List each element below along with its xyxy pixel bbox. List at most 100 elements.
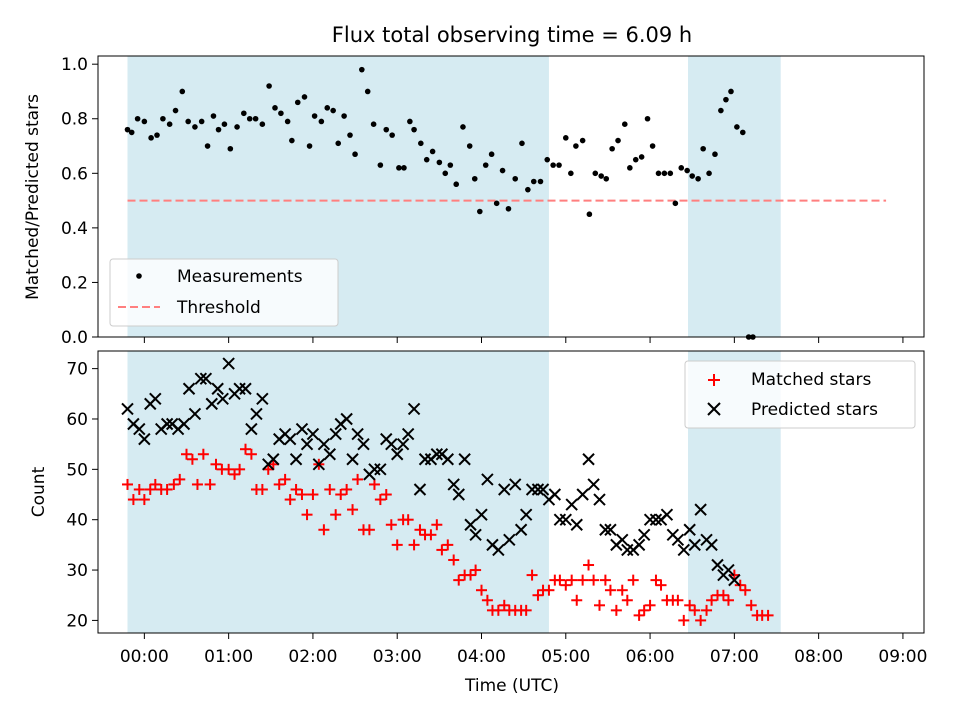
- y-tick-label: 60: [66, 410, 88, 430]
- matched-stars-point: [431, 519, 443, 531]
- predicted-stars-point: [519, 508, 533, 521]
- measurement-point: [301, 94, 308, 100]
- measurement-point: [499, 167, 506, 174]
- measurement-point: [347, 132, 353, 138]
- matched-stars-point: [448, 554, 460, 566]
- matched-stars-point: [604, 584, 616, 596]
- matched-stars-point: [307, 489, 319, 501]
- y-tick-label: 40: [66, 511, 88, 531]
- predicted-stars-point: [351, 427, 364, 441]
- matched-stars-point: [335, 489, 347, 501]
- measurement-point: [442, 170, 449, 177]
- predicted-stars-point: [531, 483, 545, 496]
- predicted-stars-point: [340, 412, 353, 426]
- matched-stars-point: [301, 509, 313, 521]
- predicted-stars-point: [317, 437, 331, 451]
- matched-stars-point: [133, 483, 145, 495]
- predicted-stars-point: [149, 392, 162, 406]
- matched-stars-point: [644, 599, 656, 611]
- predicted-stars-point: [582, 453, 595, 466]
- matched-stars-point: [706, 594, 718, 606]
- predicted-stars-point: [233, 382, 246, 395]
- predicted-stars-point: [312, 458, 326, 471]
- predicted-stars-point: [295, 422, 309, 436]
- matched-stars-point: [566, 574, 578, 586]
- matched-stars-point: [678, 614, 690, 626]
- predicted-stars-point: [430, 448, 444, 461]
- predicted-stars-point: [683, 523, 696, 536]
- measurement-point: [204, 143, 211, 149]
- measurement-point: [556, 162, 562, 168]
- measurement-point: [160, 115, 166, 122]
- matched-stars-point: [380, 489, 392, 501]
- predicted-stars-point: [492, 543, 505, 557]
- bottom-panel: 20 30 40 50 60 70 Count Matched stars Predict…: [29, 350, 925, 639]
- measurement-point: [525, 186, 531, 193]
- measurement-point: [700, 145, 706, 152]
- measurement-point: [259, 121, 266, 128]
- predicted-stars-point: [441, 453, 454, 466]
- measurement-point: [493, 200, 500, 207]
- matched-stars-point: [181, 448, 192, 460]
- measurement-point: [453, 181, 460, 188]
- measurement-point: [519, 140, 525, 147]
- matched-stars-point: [352, 473, 364, 485]
- measurement-point: [712, 151, 718, 158]
- measurement-point: [311, 113, 318, 119]
- predicted-stars-point: [385, 437, 398, 451]
- predicted-stars-point: [267, 453, 280, 466]
- measurement-point: [460, 124, 466, 130]
- matched-stars-point: [402, 514, 414, 526]
- matched-stars-point: [144, 483, 156, 495]
- matched-stars-point: [560, 579, 572, 591]
- predicted-stars-point: [194, 372, 208, 385]
- predicted-stars-point: [205, 397, 218, 411]
- matched-stars-point: [610, 604, 622, 616]
- measurement-point: [141, 118, 148, 125]
- y-tick-label: 0.6: [61, 164, 88, 184]
- top-axes-frame: [97, 55, 925, 338]
- measurement-point: [148, 135, 154, 141]
- x-tick-label: 00:00: [120, 647, 169, 667]
- matched-stars-point: [453, 574, 465, 586]
- measurement-point: [615, 137, 621, 144]
- predicted-stars-point: [728, 573, 741, 587]
- matched-stars-point: [476, 584, 487, 596]
- predicted-stars-point: [256, 392, 269, 406]
- measurement-point: [383, 126, 390, 133]
- predicted-stars-point: [509, 478, 522, 491]
- matched-stars-point: [583, 559, 595, 571]
- measurement-point: [609, 145, 615, 152]
- matched-stars-point: [197, 448, 209, 460]
- measurement-point: [341, 113, 347, 119]
- legend-matched-marker: [708, 374, 720, 386]
- matched-stars-point: [290, 483, 302, 495]
- matched-stars-point: [374, 494, 386, 506]
- predicted-stars-point: [413, 483, 427, 496]
- matched-stars-point: [168, 478, 180, 490]
- matched-stars-point: [655, 579, 667, 591]
- measurement-point: [272, 105, 278, 111]
- matched-stars-point: [492, 604, 504, 616]
- predicted-stars-point: [649, 513, 663, 526]
- top-legend: Measurements Threshold: [109, 258, 339, 327]
- measurement-point: [370, 121, 377, 128]
- matched-stars-point: [229, 468, 241, 480]
- measurement-point: [266, 83, 272, 89]
- y-tick-label: 30: [66, 561, 88, 581]
- measurement-point: [407, 118, 413, 125]
- x-tick-label: 08:00: [794, 647, 843, 667]
- observing-interval-bottom-0: [127, 351, 549, 633]
- predicted-stars-point: [599, 523, 612, 536]
- predicted-stars-point: [216, 392, 229, 406]
- predicted-stars-point: [329, 427, 342, 441]
- measurement-point: [306, 143, 313, 149]
- measurement-point: [739, 129, 746, 136]
- measurement-point: [352, 151, 358, 158]
- predicted-stars-point: [643, 513, 657, 526]
- predicted-stars-point: [593, 493, 606, 506]
- predicted-stars-point: [391, 448, 404, 461]
- predicted-stars-point: [447, 478, 460, 491]
- measurement-point: [241, 110, 247, 117]
